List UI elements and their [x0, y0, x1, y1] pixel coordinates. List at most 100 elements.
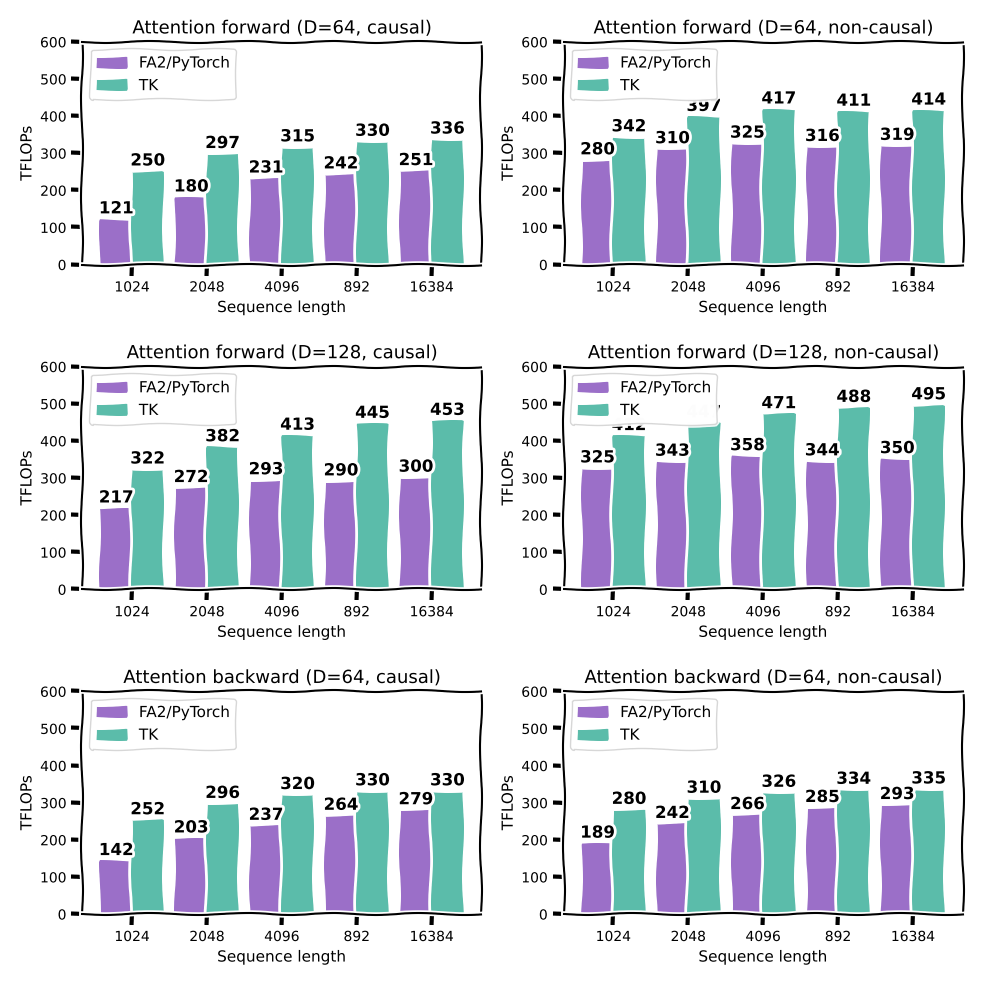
Bar	[838, 408, 869, 589]
Bar	[732, 457, 763, 589]
Text: 330: 330	[355, 122, 390, 140]
Bar	[657, 150, 688, 265]
Text: 290: 290	[324, 461, 358, 479]
Bar	[282, 148, 313, 265]
Text: 280: 280	[580, 141, 615, 158]
Legend: FA2/PyTorch, TK: FA2/PyTorch, TK	[90, 699, 236, 749]
Text: 242: 242	[324, 154, 358, 172]
Text: 414: 414	[911, 91, 946, 108]
Text: 453: 453	[430, 400, 464, 419]
Y-axis label: TFLOPs: TFLOPs	[20, 126, 34, 181]
Y-axis label: TFLOPs: TFLOPs	[501, 451, 516, 506]
Bar	[913, 405, 945, 589]
Legend: FA2/PyTorch, TK: FA2/PyTorch, TK	[572, 49, 717, 99]
Title: Attention forward (D=64, non-causal): Attention forward (D=64, non-causal)	[593, 20, 933, 37]
Text: 336: 336	[430, 119, 464, 138]
Text: 251: 251	[399, 152, 433, 169]
Text: 121: 121	[99, 200, 134, 217]
Text: 310: 310	[686, 778, 721, 797]
Bar	[838, 790, 869, 914]
Text: 231: 231	[248, 158, 284, 176]
Bar	[688, 799, 720, 914]
Title: Attention backward (D=64, causal): Attention backward (D=64, causal)	[124, 669, 440, 687]
Text: 335: 335	[911, 769, 946, 787]
Bar	[356, 424, 388, 589]
Text: 412: 412	[612, 416, 646, 434]
Text: 264: 264	[324, 796, 358, 814]
Text: 325: 325	[730, 124, 765, 142]
Text: 322: 322	[131, 450, 165, 467]
Title: Attention backward (D=64, non-causal): Attention backward (D=64, non-causal)	[584, 669, 942, 687]
Bar	[613, 138, 645, 265]
Text: 413: 413	[280, 415, 315, 434]
Bar	[132, 171, 163, 265]
Text: 272: 272	[174, 468, 208, 486]
X-axis label: Sequence length: Sequence length	[217, 625, 347, 640]
Bar	[356, 142, 388, 265]
Text: 488: 488	[837, 388, 871, 405]
Text: 285: 285	[805, 788, 840, 806]
Text: 203: 203	[174, 819, 208, 836]
Bar	[657, 461, 688, 589]
Bar	[132, 821, 163, 914]
Bar	[688, 423, 720, 589]
Bar	[432, 791, 464, 914]
Bar	[401, 171, 432, 265]
Bar	[838, 112, 869, 265]
Legend: FA2/PyTorch, TK: FA2/PyTorch, TK	[90, 49, 236, 99]
Bar	[401, 478, 432, 589]
Title: Attention forward (D=128, causal): Attention forward (D=128, causal)	[127, 344, 437, 362]
Text: 344: 344	[805, 442, 840, 460]
Title: Attention forward (D=64, causal): Attention forward (D=64, causal)	[133, 20, 431, 37]
Bar	[100, 509, 132, 589]
Bar	[100, 219, 132, 265]
Text: 411: 411	[837, 92, 871, 109]
Bar	[432, 140, 464, 265]
Bar	[282, 436, 313, 589]
Text: 315: 315	[280, 127, 315, 146]
Bar	[356, 791, 388, 914]
Bar	[913, 111, 945, 265]
Text: 252: 252	[131, 800, 165, 819]
Text: 350: 350	[880, 439, 914, 458]
X-axis label: Sequence length: Sequence length	[217, 950, 347, 964]
Text: 293: 293	[880, 785, 914, 803]
Text: 297: 297	[205, 134, 240, 153]
Text: 319: 319	[880, 126, 914, 144]
Text: 300: 300	[399, 458, 433, 475]
Bar	[882, 805, 913, 914]
Bar	[882, 146, 913, 265]
Bar	[763, 109, 794, 265]
Text: 279: 279	[399, 790, 433, 808]
Bar	[581, 160, 613, 265]
Legend: FA2/PyTorch, TK: FA2/PyTorch, TK	[572, 699, 717, 749]
Bar	[176, 198, 207, 265]
Bar	[806, 461, 838, 589]
Text: 330: 330	[430, 771, 464, 789]
Bar	[732, 816, 763, 914]
Bar	[763, 414, 794, 589]
Text: 180: 180	[174, 177, 208, 196]
Bar	[732, 144, 763, 265]
Bar	[250, 179, 282, 265]
Text: 293: 293	[248, 461, 284, 478]
Bar	[176, 488, 207, 589]
Bar	[207, 448, 239, 589]
Bar	[581, 844, 613, 914]
X-axis label: Sequence length: Sequence length	[217, 300, 347, 315]
Text: 343: 343	[655, 442, 690, 460]
Text: 217: 217	[99, 488, 134, 507]
Bar	[401, 811, 432, 914]
Text: 266: 266	[730, 795, 765, 813]
Bar	[282, 795, 313, 914]
Text: 417: 417	[761, 90, 796, 107]
Bar	[763, 793, 794, 914]
Y-axis label: TFLOPs: TFLOPs	[20, 775, 34, 830]
Text: 334: 334	[837, 769, 871, 788]
X-axis label: Sequence length: Sequence length	[698, 300, 828, 315]
Bar	[325, 175, 356, 265]
Text: 445: 445	[355, 403, 390, 422]
Y-axis label: TFLOPs: TFLOPs	[20, 451, 34, 506]
Bar	[207, 154, 239, 265]
Text: 397: 397	[686, 96, 722, 115]
